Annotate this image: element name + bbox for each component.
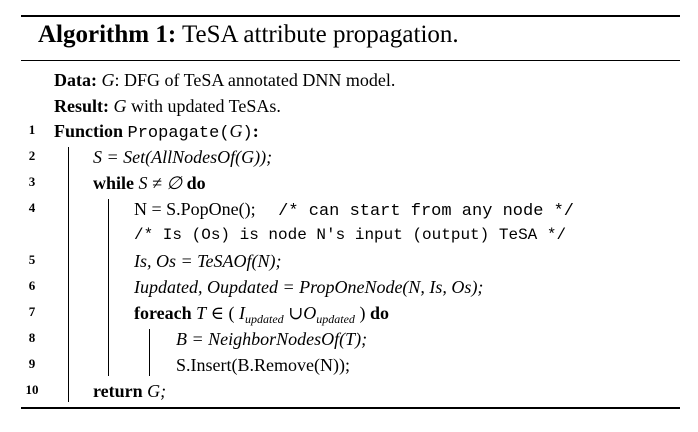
result-keyword: Result: (54, 96, 109, 116)
code-line-10: return G; (93, 378, 166, 404)
code-line-8: B = NeighborNodesOf(T); (176, 329, 368, 349)
line-number: 10 (25, 382, 39, 397)
foreach-keyword: foreach (134, 303, 192, 323)
code-line-2: S = Set(AllNodesOf(G)); (93, 147, 273, 167)
while-keyword: while (93, 173, 135, 193)
popone-statement: N = S.PopOne(); (134, 199, 256, 219)
return-var: G; (147, 381, 167, 401)
line-number: 5 (28, 252, 36, 267)
line-number: 4 (28, 200, 36, 215)
code-line-5: Is, Os = TeSAOf(N); (134, 251, 282, 271)
code-line-3: while S ≠ ∅ do (93, 170, 206, 196)
return-keyword: return (93, 381, 143, 401)
while-condition: S ≠ ∅ (138, 173, 183, 193)
line-number: 1 (28, 122, 36, 137)
data-line: Data: G: DFG of TeSA annotated DNN model… (54, 67, 395, 93)
foreach-do-keyword: do (369, 303, 389, 323)
function-keyword: Function (54, 121, 124, 141)
line-number: 9 (28, 356, 36, 371)
line-number: 7 (28, 304, 36, 319)
data-var: G (101, 70, 115, 90)
data-keyword: Data: (54, 70, 97, 90)
bottom-rule (21, 407, 680, 409)
function-arg: G (229, 121, 243, 141)
mid-rule (21, 60, 680, 61)
function-name: Propagate (127, 124, 220, 143)
line-number: 2 (28, 148, 36, 163)
comment-input-output: /* Is (Os) is node N's input (output) Te… (134, 226, 567, 244)
foreach-var: T (196, 303, 207, 323)
algorithm-title: Algorithm 1: TeSA attribute propagation. (38, 21, 459, 49)
algorithm-label: Algorithm 1: (38, 21, 177, 48)
foreach-block-bar (149, 329, 150, 376)
i-updated-symbol: I (239, 303, 245, 323)
comment-start-any-node: /* can start from any node */ (278, 202, 575, 221)
result-var: G (113, 96, 127, 116)
line-number: 6 (28, 278, 36, 293)
o-updated-symbol: O (303, 303, 317, 323)
line-number: 8 (28, 330, 36, 345)
top-rule (21, 15, 680, 17)
code-line-9: S.Insert(B.Remove(N)); (176, 355, 350, 375)
code-line-6: Iupdated, Oupdated = PropOneNode(N, Is, … (134, 277, 484, 297)
updated-subscript: updated (245, 312, 284, 326)
function-colon: : (252, 121, 259, 141)
result-text: with updated TeSAs. (126, 96, 281, 116)
code-line-1: Function Propagate(G): (54, 121, 259, 143)
data-text: : DFG of TeSA annotated DNN model. (114, 70, 396, 90)
code-line-4: N = S.PopOne(); /* can start from any no… (134, 196, 574, 222)
line-number: 3 (28, 174, 36, 189)
code-line-7: foreach T ∈ ( Iupdated ∪Oupdated ) do (134, 303, 389, 326)
while-block-bar (108, 199, 109, 376)
updated-subscript: updated (316, 312, 355, 326)
do-keyword: do (186, 173, 206, 193)
algorithm-name: TeSA attribute propagation. (181, 21, 459, 48)
result-line: Result: G with updated TeSAs. (54, 93, 281, 119)
function-block-bar (68, 147, 69, 402)
